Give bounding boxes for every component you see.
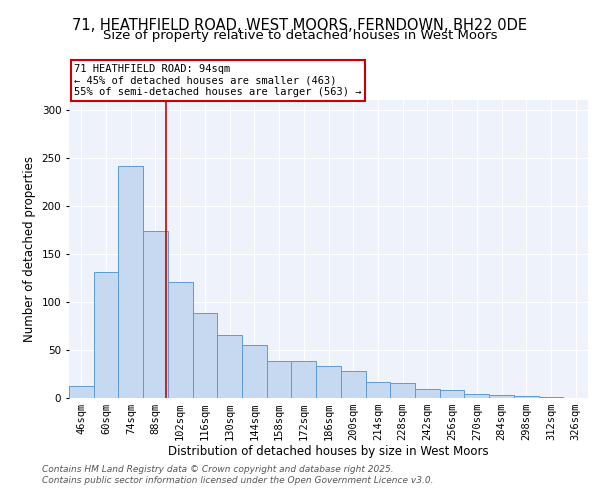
Bar: [217, 335, 242, 398]
Text: Contains public sector information licensed under the Open Government Licence v3: Contains public sector information licen…: [42, 476, 433, 485]
Bar: [168, 282, 193, 398]
Bar: [69, 386, 94, 398]
Bar: [440, 390, 464, 398]
Text: 71, HEATHFIELD ROAD, WEST MOORS, FERNDOWN, BH22 0DE: 71, HEATHFIELD ROAD, WEST MOORS, FERNDOW…: [73, 18, 527, 32]
Bar: [514, 396, 539, 398]
Bar: [267, 361, 292, 398]
Bar: [365, 382, 390, 398]
Bar: [143, 232, 168, 398]
Bar: [341, 370, 365, 398]
Bar: [242, 344, 267, 398]
Bar: [118, 166, 143, 398]
Text: Size of property relative to detached houses in West Moors: Size of property relative to detached ho…: [103, 29, 497, 42]
Bar: [193, 313, 217, 398]
Bar: [415, 389, 440, 398]
Bar: [94, 272, 118, 398]
Y-axis label: Number of detached properties: Number of detached properties: [23, 156, 36, 342]
Bar: [539, 396, 563, 398]
Text: 71 HEATHFIELD ROAD: 94sqm
← 45% of detached houses are smaller (463)
55% of semi: 71 HEATHFIELD ROAD: 94sqm ← 45% of detac…: [74, 64, 362, 97]
Bar: [489, 394, 514, 398]
Bar: [464, 394, 489, 398]
Bar: [292, 361, 316, 398]
Bar: [316, 366, 341, 398]
Text: Contains HM Land Registry data © Crown copyright and database right 2025.: Contains HM Land Registry data © Crown c…: [42, 465, 394, 474]
Bar: [390, 383, 415, 398]
X-axis label: Distribution of detached houses by size in West Moors: Distribution of detached houses by size …: [168, 446, 489, 458]
